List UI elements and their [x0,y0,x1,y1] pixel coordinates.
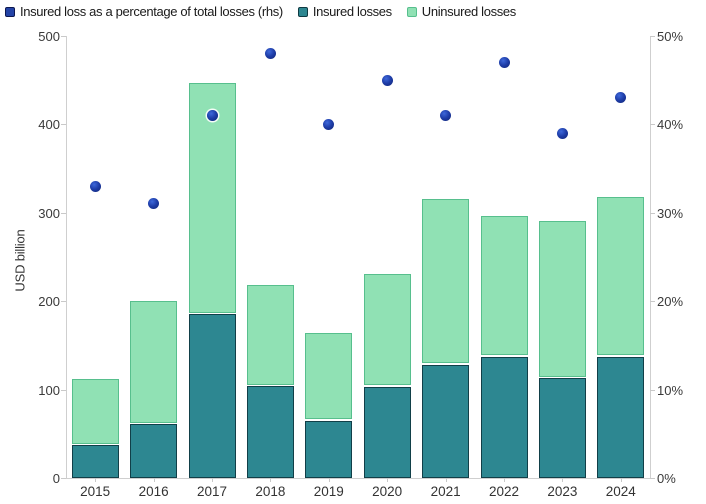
x-axis-tick [504,478,505,482]
insured-bar-segment [188,314,236,478]
left-axis-tick-label: 0 [52,471,60,486]
left-axis-tick-label: 500 [38,29,60,44]
pct-of-total-dot [615,92,627,104]
right-axis-tick-label: 30% [657,205,684,221]
x-axis-category-label: 2020 [372,484,403,499]
left-axis-tick-label: 100 [38,382,60,398]
legend-label-pct: Insured loss as a percentage of total lo… [20,4,283,19]
x-axis-tick [562,478,564,482]
right-axis-tick-label: 40% [657,117,684,133]
legend-item-uninsured: Uninsured losses [406,4,516,19]
left-axis-tick-label: 400 [38,117,60,133]
x-axis-category-label: 2019 [313,484,344,499]
uninsured-bar-segment [597,196,645,356]
right-axis-line [650,36,651,478]
insured-bar-segment [422,364,470,478]
insured-bar-segment [363,386,411,478]
left-axis-tick [61,36,66,37]
insured-bar-segment [246,386,294,478]
pct-of-total-dot [264,48,276,60]
insured-bar-segment [597,356,645,478]
legend-label-uninsured: Uninsured losses [421,4,516,19]
right-axis-tick-label: 10% [657,382,684,398]
uninsured-bar-segment [422,198,470,364]
left-axis-tick-label: 300 [38,205,60,221]
bottom-axis-line [66,478,651,479]
left-axis-tick [61,478,66,479]
uninsured-bar-segment [130,301,178,423]
left-axis-title: USD billion [12,229,28,292]
insured-bar-segment [130,424,178,478]
left-axis-line [66,36,67,478]
pct-of-total-dot [89,180,101,192]
left-axis-tick [61,389,66,391]
x-axis-tick [95,478,97,482]
x-axis-tick [270,478,272,482]
right-axis-tick [650,212,655,214]
x-axis-category-label: 2024 [605,484,636,499]
x-axis-category-label: 2018 [255,484,286,499]
x-axis-tick [153,478,155,482]
left-axis-tick-label: 200 [38,294,60,310]
uninsured-series-swatch-icon [406,6,417,17]
right-axis-tick-label: 20% [657,294,684,310]
right-axis-tick [650,36,655,37]
insured-bar-segment [480,356,528,478]
right-axis-tick [650,301,655,303]
insured-bar-segment [305,420,353,478]
x-axis-tick [387,478,389,482]
insured-bar-segment [71,445,119,478]
legend-item-insured: Insured losses [297,4,392,19]
insured-bar-segment [538,378,586,478]
right-axis-tick [650,478,655,479]
left-axis-tick [61,301,66,303]
right-axis-tick [650,124,655,126]
x-axis-category-label: 2023 [547,484,578,499]
pct-of-total-dot [206,110,218,122]
pct-of-total-dot [440,110,452,122]
uninsured-bar-segment [480,216,528,356]
uninsured-bar-segment [538,220,586,377]
insured-series-swatch-icon [297,6,308,17]
x-axis-category-label: 2016 [138,484,169,499]
uninsured-bar-segment [246,285,294,385]
pct-series-swatch-icon [5,6,15,17]
x-axis-category-label: 2021 [430,484,461,499]
x-axis-category-label: 2022 [488,484,520,499]
right-axis-tick [650,389,655,391]
left-axis-tick [61,124,66,126]
pct-of-total-dot [556,127,568,139]
x-axis-category-label: 2017 [196,484,228,499]
plot-area [66,36,650,478]
right-axis-tick-label: 50% [657,29,684,44]
x-axis-tick [328,478,330,482]
legend: Insured loss as a percentage of total lo… [5,4,516,19]
uninsured-bar-segment [188,82,236,313]
x-axis-category-label: 2015 [80,484,111,499]
x-axis-tick [212,478,213,482]
pct-of-total-dot [323,118,335,130]
uninsured-bar-segment [71,379,119,444]
pct-of-total-dot [498,57,510,69]
pct-of-total-dot [148,198,160,210]
legend-item-pct: Insured loss as a percentage of total lo… [5,4,283,19]
x-axis-tick [620,478,622,482]
left-axis-tick [61,212,66,214]
uninsured-bar-segment [305,333,353,420]
legend-label-insured: Insured losses [312,4,392,19]
right-axis-tick-label: 0% [657,471,676,486]
uninsured-bar-segment [363,273,411,386]
pct-of-total-dot [381,74,393,86]
x-axis-tick [445,478,447,482]
